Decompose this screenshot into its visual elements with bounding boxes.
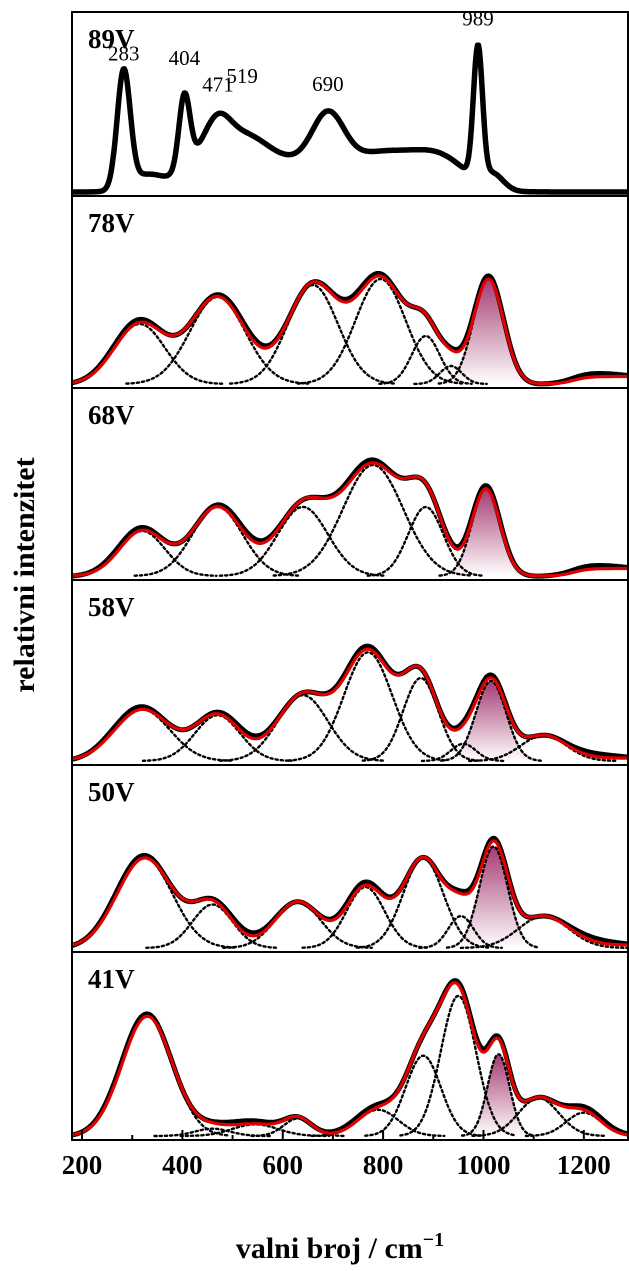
component-68V-885 <box>366 505 485 577</box>
panel-frames <box>71 11 629 1141</box>
panel-label-50V: 50V <box>88 777 135 807</box>
fit-spectrum-68V <box>71 461 629 578</box>
peak-label-690: 690 <box>312 72 344 96</box>
fit-spectrum-41V <box>71 981 629 1137</box>
peak-label-989: 989 <box>462 6 494 30</box>
y-axis-label: relativni intenzitet <box>8 457 41 692</box>
panel-68V: 68V <box>70 400 629 579</box>
panel-label-68V: 68V <box>88 400 135 430</box>
panel-frame-89V <box>71 11 629 197</box>
component-58V-1015 <box>440 679 542 762</box>
panel-label-89V: 89V <box>88 24 135 54</box>
component-41V-1200 <box>524 1111 629 1138</box>
experimental-spectrum-68V <box>70 457 629 579</box>
fit-spectrum-50V <box>71 839 629 947</box>
component-78V-315 <box>70 322 224 385</box>
component-78V-935 <box>413 364 488 386</box>
panel-label-41V: 41V <box>88 964 135 994</box>
fit-spectrum-58V <box>71 647 629 761</box>
component-50V-460 <box>145 903 280 949</box>
x-axis: 200 400 600 800 1000 1200 <box>62 1130 611 1180</box>
component-58V-770 <box>287 651 449 762</box>
component-50V-325 <box>70 856 237 949</box>
x-tick-label-800: 800 <box>363 1150 404 1180</box>
component-68V-640 <box>218 505 387 577</box>
panel-frame-41V <box>71 951 629 1141</box>
component-58V-640 <box>218 694 387 762</box>
peak-label-519: 519 <box>226 64 258 88</box>
x-tick-label-600: 600 <box>263 1150 304 1180</box>
x-axis-label-superscript: −1 <box>423 1229 444 1251</box>
component-78V-660 <box>228 283 397 385</box>
peak-label-471: 471 <box>202 73 234 97</box>
peak-label-404: 404 <box>169 46 201 70</box>
experimental-spectrum-41V <box>70 978 629 1138</box>
component-50V-765 <box>301 885 430 949</box>
experimental-spectrum-89V <box>70 42 629 195</box>
panel-41V: 41V <box>70 964 629 1138</box>
panel-frame-68V <box>71 387 629 581</box>
component-68V-780 <box>272 463 474 577</box>
x-tick-label-1200: 1200 <box>557 1150 611 1180</box>
shaded-component-68V <box>441 489 531 576</box>
component-41V-1030 <box>460 1053 536 1137</box>
experimental-spectrum-58V <box>70 643 629 762</box>
panel-frame-50V <box>71 764 629 953</box>
shaded-component-58V <box>442 680 540 761</box>
panel-label-78V: 78V <box>88 208 135 238</box>
component-78V-470 <box>125 295 310 385</box>
component-50V-1020 <box>445 845 541 949</box>
component-41V-880 <box>364 1054 482 1137</box>
shaded-component-41V <box>463 1054 534 1136</box>
experimental-spectrum-50V <box>70 835 629 948</box>
component-58V-875 <box>361 676 480 762</box>
component-68V-470 <box>133 505 302 577</box>
panel-50V: 50V <box>70 777 629 950</box>
panel-label-58V: 58V <box>88 592 135 622</box>
component-50V-630 <box>222 900 373 949</box>
x-tick-label-200: 200 <box>62 1150 103 1180</box>
x-tick-label-1000: 1000 <box>457 1150 511 1180</box>
peak-label-283: 283 <box>108 42 140 66</box>
panel-58V: 58V <box>70 592 629 763</box>
x-axis-label: valni broj / cm−1 <box>236 1229 444 1265</box>
component-78V-885 <box>378 334 473 385</box>
panel-frame-78V <box>71 195 629 389</box>
x-tick-label-400: 400 <box>162 1150 203 1180</box>
fit-spectrum-78V <box>71 274 629 386</box>
panel-78V: 78V <box>70 208 629 387</box>
x-axis-label-text: valni broj / cm <box>236 1232 423 1265</box>
component-41V-950 <box>399 994 517 1137</box>
component-78V-795 <box>296 277 465 385</box>
